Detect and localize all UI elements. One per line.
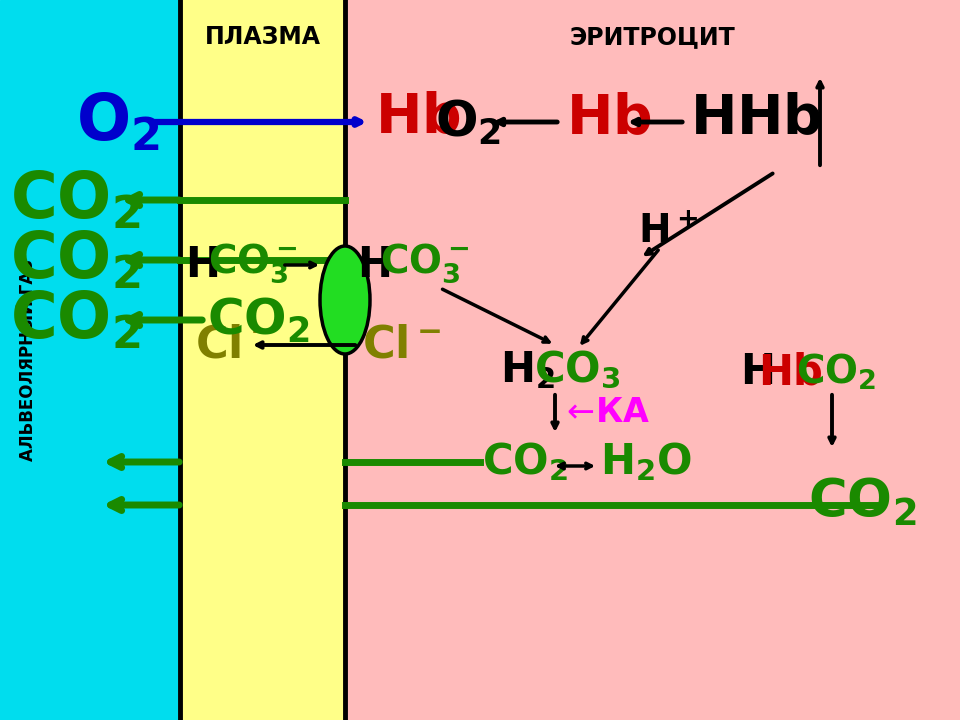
Text: $\mathbf{CO_2}$: $\mathbf{CO_2}$ bbox=[10, 168, 141, 231]
Text: $\mathbf{O_2}$: $\mathbf{O_2}$ bbox=[435, 97, 501, 147]
Text: $\mathbf{O_2}$: $\mathbf{O_2}$ bbox=[76, 91, 160, 153]
Text: $\mathbf{Hb}$: $\mathbf{Hb}$ bbox=[758, 351, 823, 393]
Text: ПЛАЗМА: ПЛАЗМА bbox=[204, 25, 321, 49]
Text: $\mathbf{CO_2}$: $\mathbf{CO_2}$ bbox=[796, 352, 876, 392]
Text: $\mathbf{Hb}$: $\mathbf{Hb}$ bbox=[375, 91, 461, 145]
Text: $\mathbf{CO_3^-}$: $\mathbf{CO_3^-}$ bbox=[208, 241, 298, 285]
Text: $\mathbf{H_2O}$: $\mathbf{H_2O}$ bbox=[600, 441, 692, 483]
Text: $\mathbf{Hb}$: $\mathbf{Hb}$ bbox=[566, 92, 652, 146]
Text: $\mathbf{CO_3}$: $\mathbf{CO_3}$ bbox=[534, 349, 620, 391]
Text: $\mathbf{HHb}$: $\mathbf{HHb}$ bbox=[690, 92, 822, 146]
Text: АЛЬВЕОЛЯРНЫЙ ГАЗ: АЛЬВЕОЛЯРНЫЙ ГАЗ bbox=[19, 259, 37, 461]
Ellipse shape bbox=[320, 246, 370, 354]
Bar bbox=[180, 0, 345, 720]
Text: $\mathbf{H_2}$: $\mathbf{H_2}$ bbox=[500, 349, 555, 391]
Text: $\mathbf{CO_2}$: $\mathbf{CO_2}$ bbox=[808, 476, 917, 528]
Text: $\mathbf{CO_2}$: $\mathbf{CO_2}$ bbox=[207, 295, 310, 345]
Text: ЭРИТРОЦИТ: ЭРИТРОЦИТ bbox=[569, 25, 735, 49]
Text: $\leftarrow\!\mathbf{КА}$: $\leftarrow\!\mathbf{КА}$ bbox=[560, 395, 651, 428]
Bar bbox=[345, 0, 960, 720]
Text: $\mathbf{H}$: $\mathbf{H}$ bbox=[740, 351, 773, 393]
Text: $\mathbf{H}$: $\mathbf{H}$ bbox=[185, 244, 218, 286]
Text: $\mathbf{CO_2}$: $\mathbf{CO_2}$ bbox=[482, 441, 568, 483]
Text: $\mathbf{H^+}$: $\mathbf{H^+}$ bbox=[638, 213, 698, 251]
Text: $\mathbf{CO_2}$: $\mathbf{CO_2}$ bbox=[10, 289, 141, 351]
Bar bbox=[0, 0, 180, 720]
Text: $\mathbf{H}$: $\mathbf{H}$ bbox=[357, 244, 390, 286]
Text: $\mathbf{Cl^-}$: $\mathbf{Cl^-}$ bbox=[195, 323, 275, 366]
Text: $\mathbf{CO_2}$: $\mathbf{CO_2}$ bbox=[10, 229, 141, 292]
Text: $\mathbf{Cl^-}$: $\mathbf{Cl^-}$ bbox=[362, 323, 442, 366]
Text: $\mathbf{CO_3^-}$: $\mathbf{CO_3^-}$ bbox=[380, 241, 469, 285]
